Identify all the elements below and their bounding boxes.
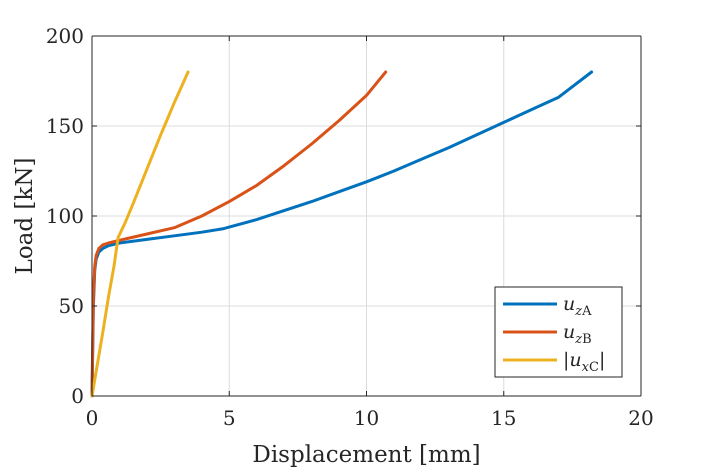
x-tick-label: 15 xyxy=(491,406,516,430)
x-tick-label: 5 xyxy=(223,406,236,430)
x-axis-label: Displacement [mm] xyxy=(252,442,480,468)
x-tick-label: 0 xyxy=(86,406,99,430)
y-axis-ticks: 0 50 100 150 200 xyxy=(46,24,641,408)
y-tick-label: 100 xyxy=(46,204,84,228)
legend-label-2: uzB xyxy=(563,321,592,347)
series-line-2 xyxy=(90,70,388,398)
x-axis-ticks: 0 5 10 15 20 xyxy=(86,36,654,430)
y-axis-label: Load [kN] xyxy=(12,158,38,275)
y-tick-label: 50 xyxy=(59,294,84,318)
x-tick-label: 20 xyxy=(628,406,653,430)
x-tick-label: 10 xyxy=(354,406,379,430)
legend-label-3: |uxC| xyxy=(563,349,605,375)
y-tick-label: 150 xyxy=(46,114,84,138)
y-tick-label: 0 xyxy=(71,384,84,408)
y-tick-label: 200 xyxy=(46,24,84,48)
series-lines xyxy=(90,70,594,398)
series-line-3 xyxy=(90,70,190,398)
legend-label-1: uzA xyxy=(563,293,592,319)
